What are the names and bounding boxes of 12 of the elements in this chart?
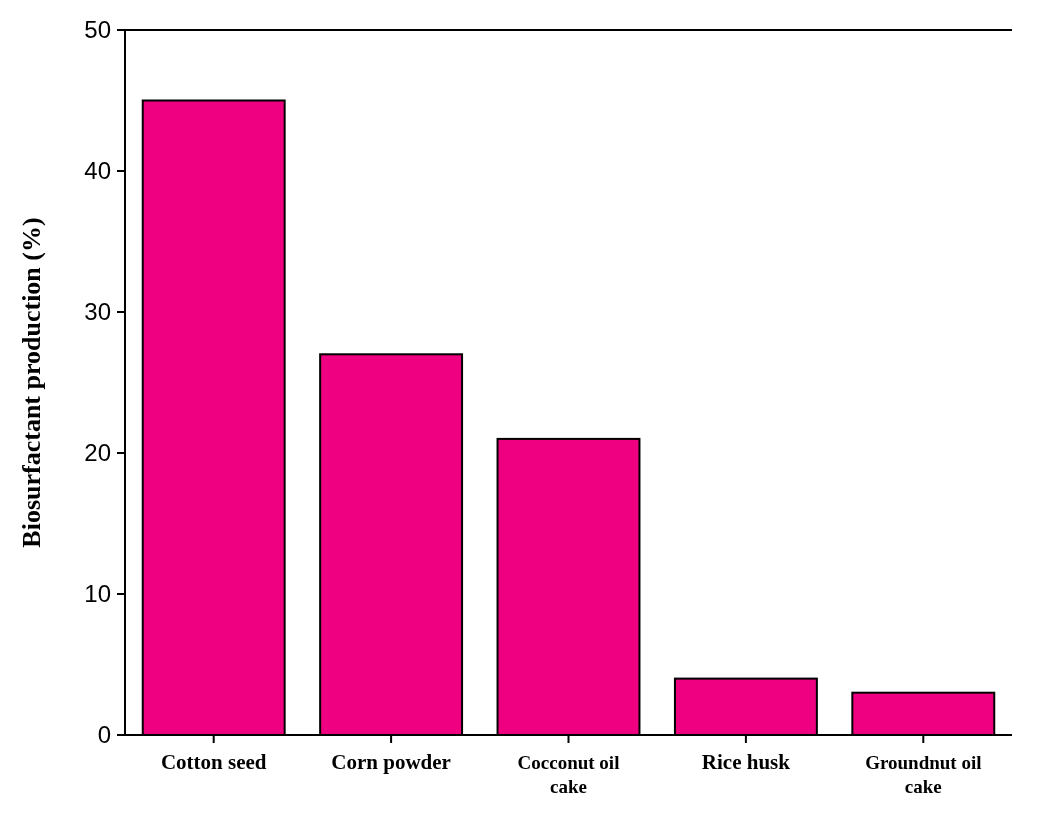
y-tick-label: 30 (84, 298, 111, 326)
x-tick-label: Groundnut oil cake (865, 752, 982, 797)
y-tick-label: 50 (84, 16, 111, 44)
y-tick-label: 20 (84, 439, 111, 467)
x-tick-label: Corn powder (331, 750, 451, 774)
x-tick-label: Rice husk (701, 750, 791, 774)
y-tick-label: 40 (84, 157, 111, 185)
y-axis-title: Biosurfactant production (%) (17, 217, 46, 548)
y-tick-label: 0 (97, 721, 111, 749)
x-tick-label: Cocconut oil cake (517, 752, 620, 797)
y-tick-label: 10 (84, 580, 111, 608)
x-tick-label: Cotton seed (160, 750, 267, 774)
